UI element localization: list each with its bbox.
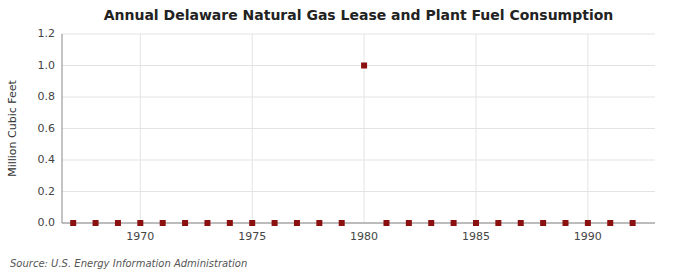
point: [383, 220, 389, 226]
point: [585, 220, 591, 226]
point: [361, 63, 367, 69]
point: [93, 220, 99, 226]
grid-line-y: [62, 34, 655, 35]
y-tick-label: 0.6: [38, 122, 56, 135]
x-tick-label: 1990: [574, 230, 602, 243]
point: [518, 220, 524, 226]
x-tick-label: 1975: [238, 230, 266, 243]
grid-line-x: [364, 34, 365, 223]
point: [607, 220, 613, 226]
points: [70, 63, 635, 227]
grid-line-y: [62, 191, 655, 192]
grid-line-x: [587, 34, 588, 223]
point: [630, 220, 636, 226]
point: [249, 220, 255, 226]
point: [316, 220, 322, 226]
grid-line-y: [62, 97, 655, 98]
point: [428, 220, 434, 226]
y-tick-label: 0.8: [38, 90, 56, 103]
point: [451, 220, 457, 226]
point: [294, 220, 300, 226]
grid-line-x: [252, 34, 253, 223]
source: Source: U.S. Energy Information Administ…: [10, 258, 247, 269]
y-tick-label: 1.0: [38, 59, 56, 72]
point: [406, 220, 412, 226]
y-tick-label: 1.2: [38, 27, 56, 40]
point: [339, 220, 345, 226]
point: [272, 220, 278, 226]
title: Annual Delaware Natural Gas Lease and Pl…: [104, 7, 614, 23]
y-tick-label: 0.0: [38, 216, 56, 229]
grid-line-y: [62, 65, 655, 66]
axes: 0.0 0.2 0.4 0.6 0.8 1.0 1.2 1970 1975 1980 1985 199…: [38, 27, 602, 243]
x-tick-label: 1970: [126, 230, 154, 243]
grid-line-y: [62, 160, 655, 161]
y-tick-label: 0.2: [38, 185, 56, 198]
grid-line-x: [475, 34, 476, 223]
point: [495, 220, 501, 226]
point: [227, 220, 233, 226]
point: [473, 220, 479, 226]
point: [137, 220, 143, 226]
grid: [62, 34, 655, 223]
y-axis-label: Million Cubic Feet: [6, 79, 19, 176]
x-tick-label: 1980: [350, 230, 378, 243]
point: [182, 220, 188, 226]
point: [540, 220, 546, 226]
point: [160, 220, 166, 226]
y-tick-label: 0.4: [38, 153, 56, 166]
chart-container: 0.0 0.2 0.4 0.6 0.8 1.0 1.2 1970 1975 1980 1985 199…: [0, 0, 675, 275]
point: [204, 220, 210, 226]
y-axis-line: [62, 34, 63, 223]
point: [70, 220, 76, 226]
x-tick-label: 1985: [462, 230, 490, 243]
point: [562, 220, 568, 226]
grid-line-x: [140, 34, 141, 223]
point: [115, 220, 121, 226]
chart: 0.0 0.2 0.4 0.6 0.8 1.0 1.2 1970 1975 1980 1985 199…: [0, 0, 675, 275]
grid-line-y: [62, 128, 655, 129]
